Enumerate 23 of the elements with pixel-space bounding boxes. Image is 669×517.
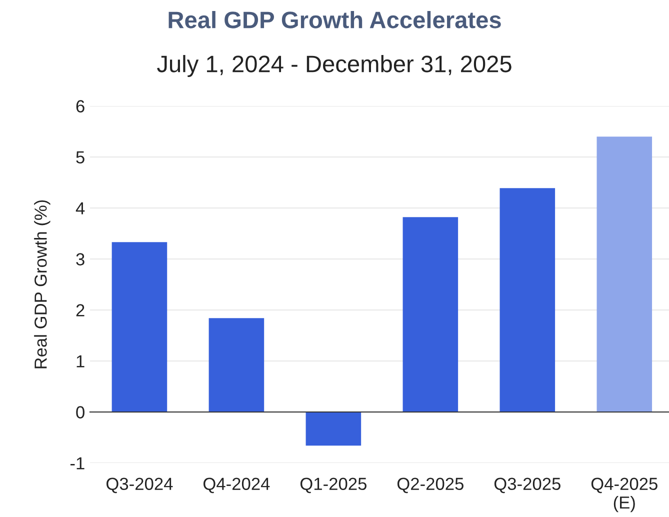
bar xyxy=(112,242,168,412)
x-tick-label: Q4-2025 (E) xyxy=(591,478,658,512)
y-tick-label: -1 xyxy=(70,457,84,470)
y-axis-title: Real GDP Growth (%) xyxy=(34,200,50,368)
x-tick-label: Q3-2025 xyxy=(494,478,560,494)
x-tick-label: Q1-2025 xyxy=(300,478,366,494)
x-tick-label: Q3-2024 xyxy=(106,478,173,494)
x-tick-label: Q2-2025 xyxy=(397,478,464,494)
chart-subtitle: July 1, 2024 - December 31, 2025 xyxy=(157,54,512,78)
y-tick-label: 3 xyxy=(76,253,84,266)
y-tick-label: 4 xyxy=(76,202,85,214)
x-tick-label: Q4-2024 xyxy=(203,478,270,494)
bar xyxy=(306,412,362,446)
y-tick-label: 5 xyxy=(76,151,84,164)
chart-title: Real GDP Growth Accelerates xyxy=(168,10,501,28)
bar xyxy=(208,318,264,412)
y-tick-label: 0 xyxy=(76,406,84,418)
bar xyxy=(402,217,458,412)
bar xyxy=(500,188,556,412)
y-tick-label: 2 xyxy=(76,304,84,316)
y-tick-label: 1 xyxy=(76,355,84,368)
bar xyxy=(596,136,652,412)
y-tick-label: 6 xyxy=(76,100,84,112)
